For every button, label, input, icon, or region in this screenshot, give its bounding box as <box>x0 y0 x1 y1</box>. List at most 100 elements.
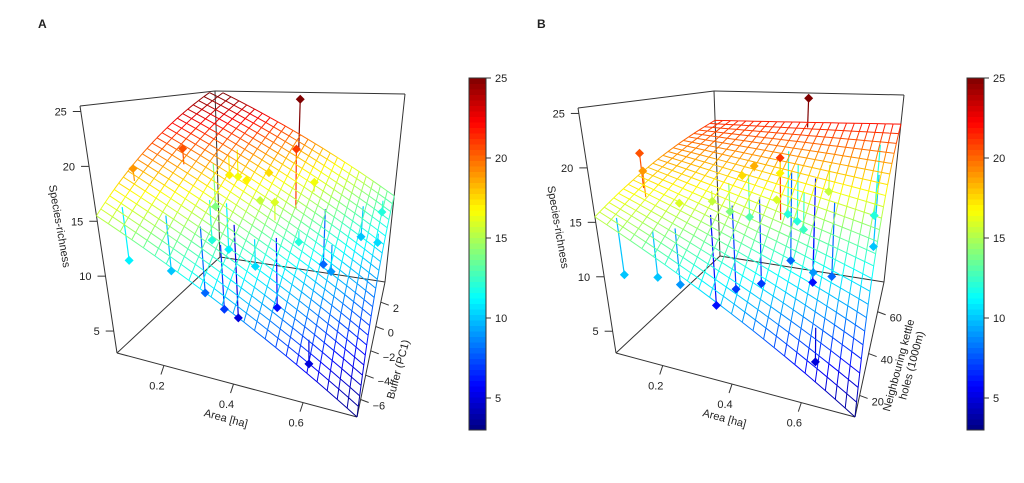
surface-mesh-line <box>784 133 793 135</box>
surface-mesh-line <box>807 235 811 246</box>
surface-mesh-line <box>647 175 654 181</box>
surface-mesh-line <box>185 138 196 145</box>
surface-mesh-line <box>337 238 347 246</box>
surface-mesh-line <box>243 184 248 192</box>
surface-mesh-line <box>686 222 698 229</box>
surface-mesh-line <box>328 370 331 381</box>
surface-mesh-line <box>285 157 295 164</box>
surface-mesh-line <box>701 190 707 198</box>
surface-mesh-line <box>191 113 198 119</box>
surface-mesh-line <box>693 228 698 236</box>
surface-mesh-line <box>735 150 744 154</box>
surface-mesh-line <box>775 324 780 337</box>
surface-mesh-line <box>203 191 214 200</box>
surface-mesh-line <box>176 149 187 156</box>
surface-mesh-line <box>336 321 340 332</box>
data-point <box>326 267 336 277</box>
surface-mesh-line <box>282 201 287 210</box>
surface-mesh-line <box>331 224 341 232</box>
surface-mesh-line <box>788 227 793 237</box>
surface-mesh-line <box>336 175 340 183</box>
colorbar-segment <box>967 364 984 370</box>
surface-mesh-line <box>341 368 352 378</box>
surface-mesh-line <box>222 92 232 98</box>
surface-mesh-line <box>346 397 350 409</box>
surface-mesh-line <box>653 256 666 266</box>
colorbar-segment <box>967 199 984 205</box>
surface-mesh-line <box>254 330 266 340</box>
surface-mesh-line <box>760 222 771 229</box>
surface-mesh-line <box>235 232 247 241</box>
surface-mesh-line <box>242 240 247 249</box>
surface-mesh-line <box>691 177 702 182</box>
surface-mesh-line <box>866 123 871 133</box>
surface-mesh-line <box>298 291 303 301</box>
surface-mesh-line <box>298 345 302 356</box>
colorbar-segment <box>469 215 486 222</box>
surface-mesh-line <box>646 210 652 218</box>
surface-mesh-line <box>311 212 316 221</box>
surface-mesh-line <box>135 225 141 233</box>
surface-mesh-line <box>257 148 267 155</box>
surface-mesh-line <box>200 149 206 156</box>
surface-mesh-line <box>823 254 827 267</box>
colorbar-segment <box>967 193 984 200</box>
surface-mesh-line <box>343 180 348 188</box>
surface-mesh-line <box>721 253 726 263</box>
surface-mesh-line <box>846 252 856 258</box>
surface-mesh-line <box>719 187 730 193</box>
surface-mesh-line <box>180 138 187 145</box>
surface-mesh-line <box>610 219 624 228</box>
surface-mesh-line <box>695 147 705 151</box>
surface-mesh-line <box>277 136 286 142</box>
colorbar-segment <box>469 265 486 271</box>
data-point <box>804 93 814 103</box>
surface-mesh-line <box>809 150 819 153</box>
surface-mesh-line <box>766 206 777 212</box>
surface-mesh-line <box>334 163 343 170</box>
drop-line <box>787 151 790 215</box>
surface-mesh-line <box>734 221 739 231</box>
surface-mesh-line <box>800 134 809 137</box>
surface-mesh-line <box>744 166 754 170</box>
surface-mesh-line <box>814 250 818 262</box>
surface-mesh-line <box>722 153 732 157</box>
surface-mesh-line <box>369 224 379 231</box>
surface-mesh-line <box>341 215 346 224</box>
surface-mesh-line <box>265 122 274 128</box>
surface-mesh-line <box>182 108 189 114</box>
surface-mesh-line <box>653 189 665 196</box>
surface-mesh-line <box>350 267 360 276</box>
surface-mesh-line <box>273 121 279 128</box>
surface-mesh-line <box>885 142 889 153</box>
data-point <box>756 279 766 289</box>
surface-mesh-line <box>259 303 263 313</box>
surface-mesh-line <box>727 245 739 253</box>
surface-mesh-line <box>205 271 218 281</box>
surface-mesh-line <box>236 263 248 272</box>
colorbar-segment <box>469 221 486 227</box>
surface-mesh-line <box>775 202 780 211</box>
surface-mesh-line <box>246 262 251 272</box>
surface-mesh-line <box>703 233 709 242</box>
colorbar-segment <box>967 347 984 354</box>
colorbar-segment <box>967 221 984 227</box>
surface-mesh-line <box>316 315 320 326</box>
surface-mesh-line <box>637 175 649 181</box>
surface-mesh-line <box>360 218 364 227</box>
colorbar-segment <box>469 402 486 409</box>
surface-mesh-line <box>284 310 296 320</box>
surface-mesh-line <box>269 131 278 138</box>
surface-mesh-line <box>331 163 336 171</box>
surface-mesh-line <box>344 348 355 358</box>
surface-mesh-line <box>231 133 241 140</box>
surface-mesh-line <box>787 205 798 210</box>
surface-mesh-line <box>760 130 769 133</box>
surface-mesh-line <box>623 188 635 195</box>
surface-mesh-line <box>348 276 358 285</box>
surface-mesh-line <box>265 254 276 263</box>
surface-mesh-line <box>195 198 200 206</box>
surface-mesh-line <box>662 151 669 156</box>
surface-mesh-line <box>841 344 853 353</box>
surface-mesh-line <box>853 147 862 150</box>
